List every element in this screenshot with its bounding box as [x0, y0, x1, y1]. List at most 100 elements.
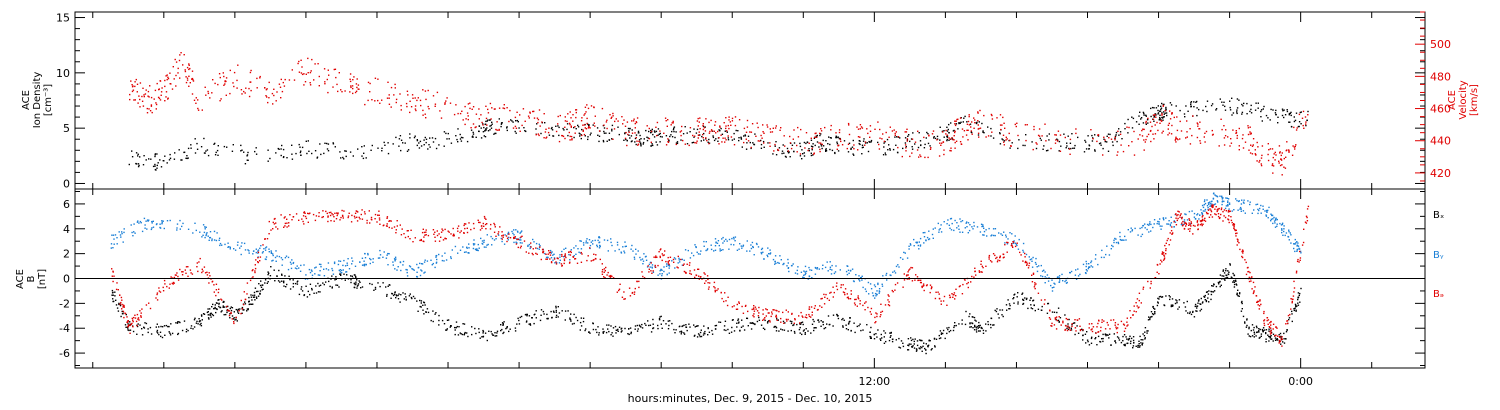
data-point — [969, 322, 971, 324]
data-point — [736, 249, 739, 251]
data-point — [902, 258, 904, 260]
data-point — [1164, 112, 1166, 114]
data-point — [118, 302, 120, 305]
data-point — [285, 286, 287, 288]
data-point — [236, 244, 239, 246]
data-point — [847, 323, 850, 325]
data-point — [615, 329, 617, 331]
data-point — [1219, 98, 1221, 100]
data-point — [528, 117, 530, 119]
data-point — [943, 153, 945, 156]
data-point — [162, 290, 165, 292]
data-point — [478, 247, 480, 249]
data-point — [660, 323, 662, 325]
data-point — [886, 138, 889, 141]
data-point — [889, 332, 891, 334]
data-point — [543, 137, 545, 139]
data-point — [1285, 338, 1287, 340]
data-point — [1295, 144, 1297, 146]
data-point — [291, 219, 293, 221]
data-point — [354, 217, 356, 219]
data-point — [578, 251, 580, 253]
data-point — [651, 143, 653, 145]
data-point — [250, 296, 253, 298]
data-point — [1281, 114, 1284, 117]
data-point — [954, 130, 956, 132]
data-point — [1005, 234, 1007, 236]
data-point — [579, 252, 582, 254]
data-point — [307, 72, 309, 74]
data-point — [583, 124, 586, 126]
data-point — [1153, 138, 1155, 140]
data-point — [890, 274, 892, 277]
data-point — [248, 87, 250, 90]
data-point — [1033, 128, 1035, 131]
data-point — [1158, 223, 1160, 225]
data-point — [121, 231, 123, 233]
data-point — [314, 267, 316, 269]
data-point — [1210, 290, 1212, 293]
data-point — [1157, 109, 1159, 112]
data-point — [1279, 222, 1281, 225]
data-point — [311, 152, 313, 155]
data-point — [1272, 222, 1274, 225]
data-point — [1199, 214, 1201, 216]
data-point — [643, 253, 645, 255]
data-point — [1073, 147, 1076, 149]
data-point — [751, 123, 754, 125]
data-point — [646, 266, 649, 268]
data-point — [797, 126, 799, 129]
data-point — [275, 100, 277, 102]
data-point — [1186, 120, 1188, 122]
data-point — [325, 268, 328, 270]
data-point — [211, 238, 213, 240]
data-point — [1275, 217, 1277, 219]
data-point — [1243, 202, 1245, 204]
density-tick-label: 5 — [63, 122, 70, 135]
data-point — [671, 136, 674, 138]
data-point — [385, 286, 387, 288]
data-point — [225, 80, 227, 83]
data-point — [1067, 328, 1070, 331]
data-point — [191, 70, 194, 72]
data-point — [973, 225, 975, 227]
data-point — [642, 141, 645, 144]
data-point — [332, 273, 335, 275]
data-point — [697, 325, 699, 327]
data-point — [139, 98, 141, 101]
data-point — [1284, 167, 1287, 169]
data-point — [651, 128, 653, 131]
density-tick-label: 10 — [56, 67, 70, 80]
data-point — [224, 83, 226, 85]
data-point — [1265, 341, 1267, 343]
data-point — [949, 149, 951, 152]
data-point — [1145, 123, 1147, 125]
data-point — [920, 144, 922, 147]
data-point — [155, 103, 158, 106]
data-point — [822, 145, 825, 147]
data-point — [1283, 228, 1285, 230]
data-point — [181, 329, 184, 332]
data-point — [952, 139, 954, 141]
data-point — [154, 89, 157, 92]
data-point — [459, 332, 461, 334]
data-point — [409, 111, 411, 114]
data-point — [1260, 212, 1262, 214]
data-point — [1025, 139, 1027, 142]
data-point — [284, 225, 286, 227]
data-point — [624, 132, 626, 134]
data-point — [838, 137, 840, 140]
data-point — [959, 117, 962, 119]
data-point — [686, 143, 689, 145]
data-point — [634, 328, 636, 330]
data-point — [904, 131, 906, 133]
data-point — [173, 282, 175, 284]
data-point — [129, 323, 131, 325]
data-point — [981, 122, 983, 125]
data-point — [268, 220, 270, 223]
data-point — [248, 303, 250, 306]
data-point — [978, 330, 980, 332]
data-point — [374, 218, 376, 220]
data-point — [483, 126, 485, 129]
data-point — [733, 330, 736, 332]
